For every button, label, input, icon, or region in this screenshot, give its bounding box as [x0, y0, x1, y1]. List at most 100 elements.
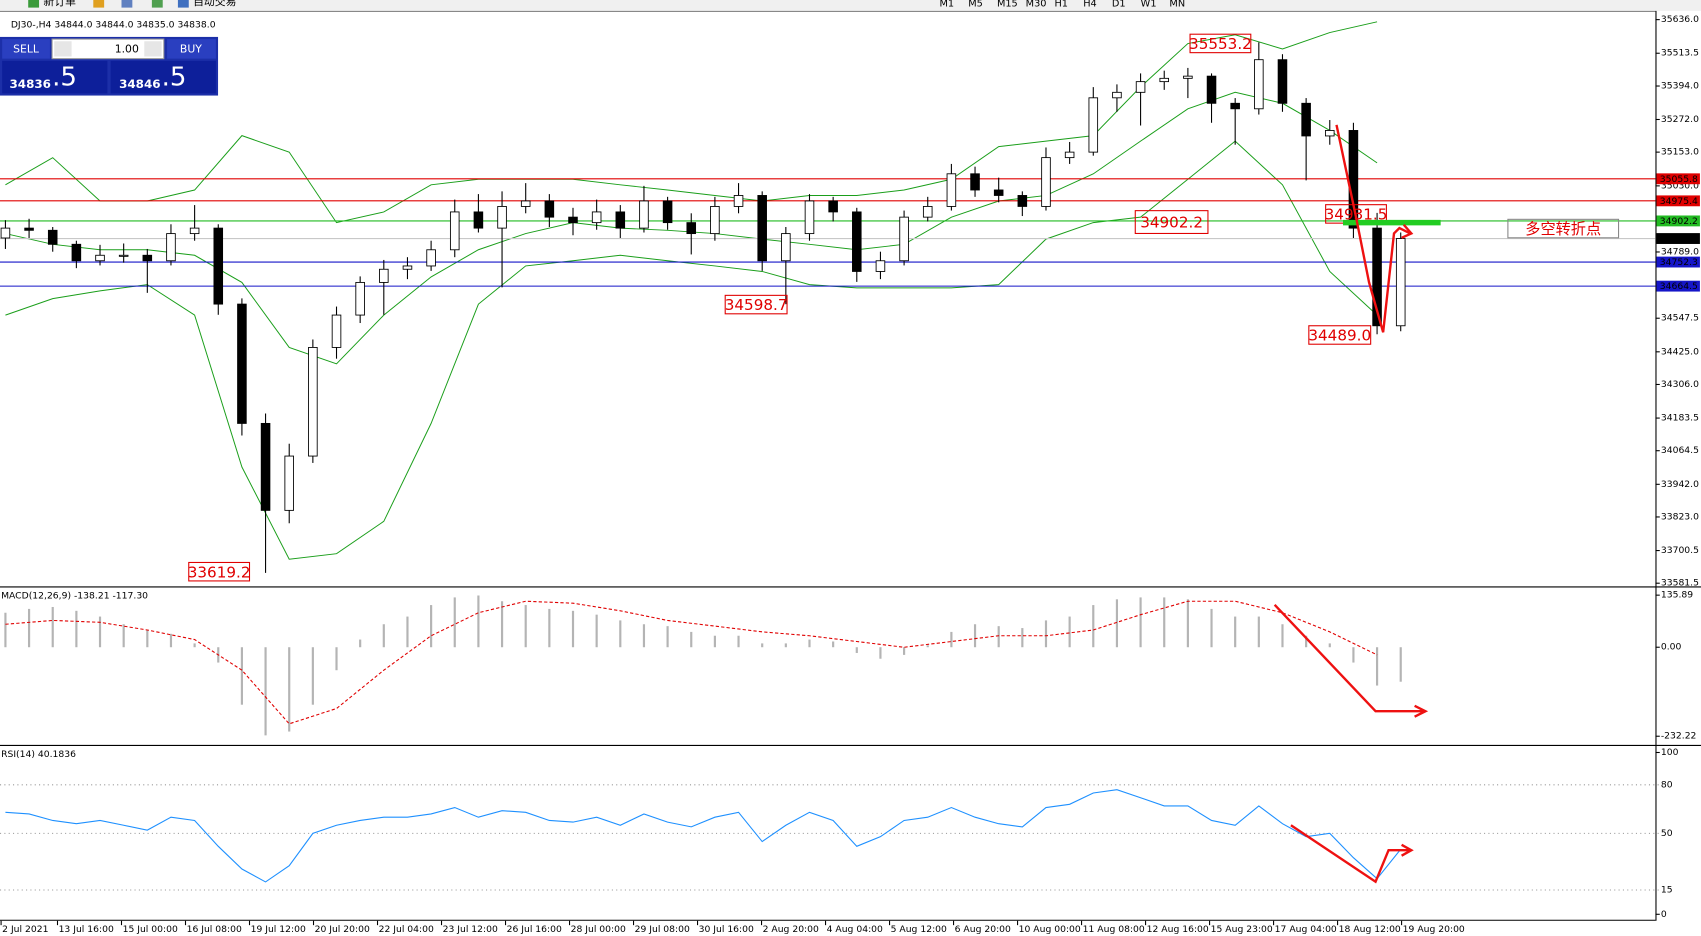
y-tick-label: 50 [1661, 828, 1673, 839]
auto-trading[interactable]: 自动交易 [193, 0, 236, 8]
candle-body [1206, 75, 1217, 104]
timeframe[interactable]: W1 [1141, 0, 1157, 9]
candle-body [1277, 59, 1288, 104]
candle-body [1301, 102, 1311, 137]
candle-body [1064, 151, 1075, 159]
candle-body [946, 173, 957, 207]
timeframe[interactable]: MN [1169, 0, 1185, 9]
y-tick-label: 34547.5 [1661, 313, 1699, 324]
bid-box[interactable] [2, 60, 108, 94]
lots-down[interactable] [54, 41, 72, 57]
candle-body [733, 195, 744, 207]
macd-bar [240, 647, 243, 705]
macd-bar [51, 606, 54, 648]
lots-input[interactable] [51, 38, 165, 60]
timeframe[interactable]: M5 [968, 0, 983, 9]
candle-body [260, 422, 271, 511]
y-tick-label: -232.22 [1661, 731, 1697, 742]
level-tag [1656, 280, 1700, 292]
macd-title: MACD(12,26,9) -138.21 -117.30 [1, 591, 148, 602]
x-tick-label: 2 Aug 20:00 [763, 924, 819, 935]
x-tick-label: 15 Aug 23:00 [1211, 924, 1273, 935]
macd-bar [4, 612, 7, 648]
icon[interactable] [151, 0, 163, 8]
macd-bar [1068, 616, 1071, 648]
macd-bar [1328, 643, 1331, 648]
timeframe[interactable]: H4 [1083, 0, 1097, 9]
y-tick-label: 33700.5 [1661, 545, 1699, 556]
annotation: 34489.0 [1308, 327, 1371, 345]
macd-signal [5, 600, 1378, 725]
rsi-title: RSI(14) 40.1836 [1, 749, 76, 760]
y-tick-label: 34306.0 [1661, 379, 1699, 390]
candle-body [1372, 227, 1382, 327]
x-tick-label: 18 Aug 12:00 [1339, 924, 1401, 935]
level-label: 34752.3 [1660, 257, 1698, 268]
macd-bar [997, 626, 1000, 648]
candle-body [449, 211, 460, 251]
candle-body [520, 200, 531, 207]
macd-bar [382, 624, 385, 648]
timeframe[interactable]: M15 [997, 0, 1018, 9]
timeframe[interactable]: M30 [1026, 0, 1047, 9]
annotation-box [724, 294, 788, 315]
icon[interactable] [177, 0, 189, 8]
candle-body [142, 254, 153, 262]
annotation: 34902.2 [1140, 214, 1203, 232]
rsi-panel: 100 80 50 15 0 [0, 747, 1679, 920]
buy-label[interactable]: BUY [180, 42, 202, 55]
candle-body [284, 455, 294, 511]
y-tick-label: 35030.0 [1661, 180, 1699, 191]
macd-bar [903, 647, 906, 655]
buy-button[interactable] [167, 39, 216, 59]
level-tag [1656, 173, 1700, 185]
candle-body [473, 211, 484, 229]
macd-bar [288, 647, 291, 732]
macd-bar [879, 647, 882, 659]
sell-label[interactable]: SELL [13, 42, 39, 55]
candle-body [781, 233, 791, 262]
x-tick-label: 15 Jul 00:00 [123, 924, 178, 935]
candle-body [710, 206, 720, 235]
y-tick-label: 100 [1661, 747, 1679, 758]
candle-body [662, 200, 673, 224]
sell-button[interactable] [2, 39, 50, 59]
macd-bar [973, 624, 977, 648]
macd-bar [950, 631, 953, 648]
lots-value[interactable]: 1.00 [115, 42, 139, 55]
candle-body [1254, 59, 1264, 110]
candle-body [544, 200, 555, 218]
icon[interactable] [93, 0, 105, 8]
macd-bar [524, 605, 527, 648]
icon[interactable] [121, 0, 133, 8]
x-tick-label: 22 Jul 04:00 [379, 924, 434, 935]
macd-bar [1281, 624, 1284, 648]
timeframe[interactable]: H1 [1054, 0, 1068, 9]
x-tick-label: 26 Jul 16:00 [507, 924, 562, 935]
macd-bar [477, 595, 480, 648]
y-tick-label: 35272.0 [1661, 114, 1699, 125]
macd-bar [808, 639, 811, 648]
level-tag [1656, 215, 1700, 227]
timeframe[interactable]: D1 [1112, 0, 1126, 9]
macd-bar [1375, 647, 1379, 686]
candle-body [1395, 238, 1406, 327]
ask-box[interactable] [110, 60, 216, 94]
annotation-box [1134, 210, 1209, 234]
macd-bar [75, 610, 78, 648]
new-order[interactable]: 新订单 [43, 0, 76, 8]
macd-bar [666, 626, 669, 648]
x-tick-label: 23 Jul 12:00 [443, 924, 498, 935]
timeframe[interactable]: M1 [939, 0, 954, 9]
macd-panel: 135.89 0.00 -232.22 [4, 590, 1696, 742]
macd-bar [193, 643, 196, 648]
lots-up[interactable] [144, 41, 162, 57]
bid-price: 34836 [10, 77, 51, 91]
candle-body [331, 314, 342, 348]
candle-body [1112, 91, 1122, 99]
x-tick-label: 29 Jul 08:00 [635, 924, 690, 935]
icon[interactable] [28, 0, 40, 8]
x-tick-label: 2 Jul 2021 [2, 924, 48, 935]
arrow-head [1401, 843, 1414, 857]
